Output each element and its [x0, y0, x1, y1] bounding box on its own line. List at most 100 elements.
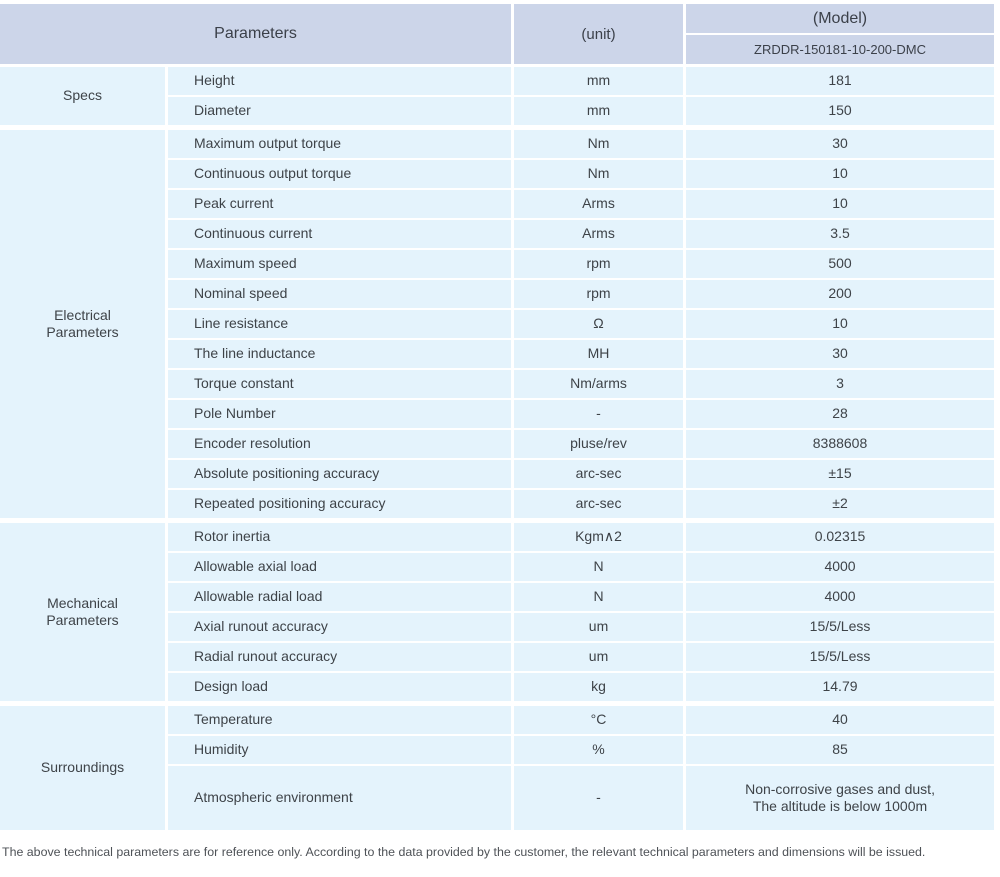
table-row: Specs Height mm 181 — [0, 64, 998, 127]
param-name-cell: Peak current — [168, 190, 515, 220]
table-row: Electrical Parameters Maximum output torq… — [0, 127, 998, 520]
param-name-cell: Allowable radial load — [168, 583, 515, 613]
params-table: Parameters (unit) (Model) ZRDDR-150181-1… — [0, 4, 998, 832]
param-name-cell: Design load — [168, 673, 515, 703]
table-row: Design load kg 14.79 — [0, 673, 998, 703]
unit-cell: Arms — [514, 220, 687, 250]
value-cell: 15/5/Less — [686, 613, 998, 643]
param-name-cell: Pole Number — [168, 400, 515, 430]
table-row: Mechanical Parameters Rotor inertia Kgm∧2 0… — [0, 520, 998, 703]
param-name-cell: The line inductance — [168, 340, 515, 370]
value-cell: 30 — [686, 127, 998, 160]
value-cell: 40 — [686, 703, 998, 736]
value-cell: 8388608 — [686, 430, 998, 460]
param-name-cell: Maximum speed — [168, 250, 515, 280]
table-row: Axial runout accuracy um 15/5/Less — [0, 613, 998, 643]
param-name-cell: Nominal speed — [168, 280, 515, 310]
value-cell: 500 — [686, 250, 998, 280]
section-group-label: Mechanical Parameters — [0, 520, 168, 703]
section-group-label: Specs — [0, 64, 168, 127]
section-specs: Specs Height mm 181 Diameter mm 150 — [0, 64, 998, 127]
section-group-label: Electrical Parameters — [0, 127, 168, 520]
table-row: Absolute positioning accuracy arc-sec ±15 — [0, 460, 998, 490]
unit-cell: rpm — [514, 280, 687, 310]
value-cell: 85 — [686, 736, 998, 766]
unit-cell: Nm/arms — [514, 370, 687, 400]
unit-cell: arc-sec — [514, 490, 687, 520]
model-number: ZRDDR-150181-10-200-DMC — [686, 35, 998, 64]
table-row: Repeated positioning accuracy arc-sec ±2 — [0, 490, 998, 520]
unit-cell: Ω — [514, 310, 687, 340]
table-row: Maximum speed rpm 500 — [0, 250, 998, 280]
unit-cell: mm — [514, 64, 687, 97]
value-cell: 4000 — [686, 553, 998, 583]
value-cell: 150 — [686, 97, 998, 127]
unit-cell: Arms — [514, 190, 687, 220]
value-cell: 3.5 — [686, 220, 998, 250]
section-electrical: Electrical Parameters Maximum output torq… — [0, 127, 998, 520]
section-mechanical: Mechanical Parameters Rotor inertia Kgm∧2 0… — [0, 520, 998, 703]
value-cell: 10 — [686, 310, 998, 340]
value-cell: 15/5/Less — [686, 643, 998, 673]
param-name-cell: Encoder resolution — [168, 430, 515, 460]
param-name-cell: Allowable axial load — [168, 553, 515, 583]
unit-cell: um — [514, 643, 687, 673]
value-cell: ±2 — [686, 490, 998, 520]
table-row: Diameter mm 150 — [0, 97, 998, 127]
table-header-model: (Model) — [686, 4, 998, 35]
table-row: Allowable radial load N 4000 — [0, 583, 998, 613]
table-row: Allowable axial load N 4000 — [0, 553, 998, 583]
table-header-parameters: Parameters — [0, 4, 515, 64]
table-row: Radial runout accuracy um 15/5/Less — [0, 643, 998, 673]
param-name-cell: Rotor inertia — [168, 520, 515, 553]
param-name-cell: Radial runout accuracy — [168, 643, 515, 673]
table-row: Continuous current Arms 3.5 — [0, 220, 998, 250]
unit-cell: pluse/rev — [514, 430, 687, 460]
table-row: Surroundings Temperature °C 40 — [0, 703, 998, 832]
param-name-cell: Atmospheric environment — [168, 766, 515, 832]
table-row: Torque constant Nm/arms 3 — [0, 370, 998, 400]
section-group-label: Surroundings — [0, 703, 168, 832]
unit-cell: Kgm∧2 — [514, 520, 687, 553]
table-row: The line inductance MH 30 — [0, 340, 998, 370]
value-cell: ±15 — [686, 460, 998, 490]
unit-cell: N — [514, 583, 687, 613]
unit-cell: Nm — [514, 127, 687, 160]
param-name-cell: Absolute positioning accuracy — [168, 460, 515, 490]
param-name-cell: Torque constant — [168, 370, 515, 400]
param-name-cell: Continuous output torque — [168, 160, 515, 190]
param-name-cell: Axial runout accuracy — [168, 613, 515, 643]
table-header: Parameters (unit) (Model) ZRDDR-150181-1… — [0, 4, 998, 64]
param-name-cell: Humidity — [168, 736, 515, 766]
table-row: Encoder resolution pluse/rev 8388608 — [0, 430, 998, 460]
param-name-cell: Height — [168, 64, 515, 97]
unit-cell: arc-sec — [514, 460, 687, 490]
table-row: Humidity% 85 — [0, 736, 998, 766]
table-row: Peak current Arms 10 — [0, 190, 998, 220]
unit-cell: Nm — [514, 160, 687, 190]
param-name-cell: Line resistance — [168, 310, 515, 340]
unit-cell: rpm — [514, 250, 687, 280]
table-header-unit: (unit) — [514, 4, 687, 64]
table-row: Continuous output torque Nm 10 — [0, 160, 998, 190]
unit-cell: - — [514, 766, 687, 832]
value-cell: 200 — [686, 280, 998, 310]
unit-cell: um — [514, 613, 687, 643]
param-name-cell: Repeated positioning accuracy — [168, 490, 515, 520]
value-cell: 28 — [686, 400, 998, 430]
param-name-cell: Continuous current — [168, 220, 515, 250]
param-name-cell: Maximum output torque — [168, 127, 515, 160]
section-surroundings: Surroundings Temperature °C 40 Humidity% 85 At… — [0, 703, 998, 832]
footer-note: The above technical parameters are for r… — [2, 845, 926, 859]
value-cell: Non-corrosive gases and dust, The altitu… — [686, 766, 998, 832]
table-row: Line resistance Ω 10 — [0, 310, 998, 340]
value-cell: 10 — [686, 190, 998, 220]
unit-cell: mm — [514, 97, 687, 127]
value-cell: 30 — [686, 340, 998, 370]
unit-cell: - — [514, 400, 687, 430]
param-name-cell: Temperature — [168, 703, 515, 736]
value-cell: 10 — [686, 160, 998, 190]
unit-cell: kg — [514, 673, 687, 703]
table-row: Pole Number -28 — [0, 400, 998, 430]
